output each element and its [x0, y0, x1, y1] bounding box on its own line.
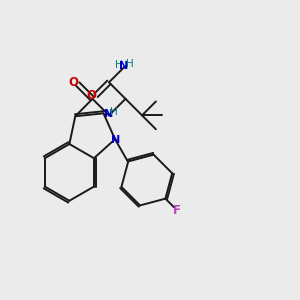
Text: N: N — [119, 61, 129, 71]
Text: N: N — [111, 135, 120, 145]
Text: N: N — [104, 110, 113, 119]
Text: O: O — [87, 89, 97, 103]
Text: H: H — [115, 60, 122, 70]
Text: H: H — [110, 107, 118, 117]
Text: O: O — [69, 76, 79, 89]
Text: F: F — [173, 203, 181, 217]
Text: H: H — [126, 59, 134, 69]
